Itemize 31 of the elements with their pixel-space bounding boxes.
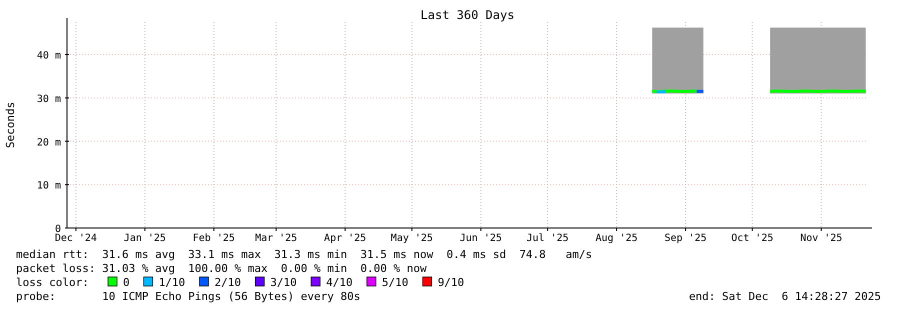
y-tick-label: 0 [54,224,61,235]
x-tick-label: May '25 [390,233,433,244]
text: end: Sat Dec 6 14:28:27 2025 [688,290,881,303]
legend-label: 5/10 [382,276,408,289]
x-tick-label: Dec '24 [54,233,97,244]
x-tick-label: Jan '25 [124,233,166,244]
legend-label: 2/10 [214,276,241,289]
x-tick-label: Aug '25 [595,233,638,244]
y-tick-label: 20 m [36,137,61,148]
text: median rtt: 31.6 ms avg 33.1 ms max 31.3 ms min 31.5 ms now 0.4 ms sd 74.8 am/s [16,248,592,261]
y-axis-title: Seconds [4,102,17,148]
x-tick-label: Nov '25 [800,233,842,244]
x-tick-label: Oct '25 [731,233,774,244]
legend-label: 3/10 [270,276,297,289]
x-tick-label: Jul '25 [526,233,569,244]
legend-label: 1/10 [158,276,186,289]
legend-title: loss color: [16,276,89,289]
y-tick-label: 10 m [36,180,61,192]
x-tick-label: Apr '25 [324,233,366,244]
x-tick-label: Feb '25 [192,233,235,244]
legend-label: 4/10 [326,276,353,289]
x-tick-label: Mar '25 [255,233,298,244]
legend-label: 9/10 [438,276,464,289]
y-tick-label: 40 m [36,50,61,62]
text: packet loss: 31.03 % avg 100.00 % max 0.00 % min 0.00 % now [16,262,427,275]
chart-title: Last 360 Days [420,8,514,22]
legend-label: 0 [123,276,130,289]
text: probe: 10 ICMP Echo Pings (56 Bytes) every 80s [16,290,360,303]
x-tick-label: Jun '25 [460,233,502,244]
x-tick-label: Sep '25 [664,233,707,244]
y-tick-label: 30 m [36,94,61,105]
